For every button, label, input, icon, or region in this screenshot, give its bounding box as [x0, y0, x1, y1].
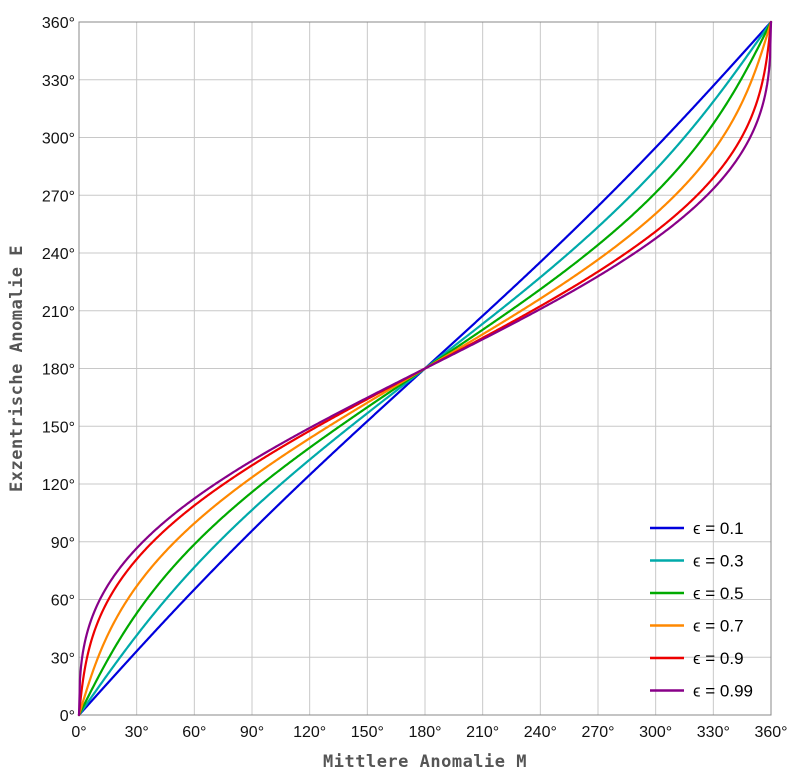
x-tick-label: 0°: [71, 724, 86, 741]
y-tick-label: 60°: [51, 593, 75, 610]
y-tick-label: 360°: [42, 15, 75, 32]
x-tick-label: 90°: [240, 724, 264, 741]
x-tick-label: 330°: [697, 724, 730, 741]
x-tick-label: 30°: [125, 724, 149, 741]
legend-label-3: ϵ = 0.7: [693, 617, 744, 636]
legend: ϵ = 0.1 ϵ = 0.3 ϵ = 0.5 ϵ = 0.7 ϵ = 0.9 ϵ = 0…: [650, 519, 753, 701]
x-tick-label: 300°: [639, 724, 672, 741]
x-tick-label: 210°: [466, 724, 499, 741]
y-tick-label: 210°: [42, 304, 75, 321]
legend-label-1: ϵ = 0.3: [693, 552, 744, 571]
y-tick-labels: 0° 30° 60° 90° 120° 150° 180° 210° 240° 270° 300° 3…: [42, 15, 75, 725]
series-line-5: [77, 20, 773, 717]
y-tick-label: 270°: [42, 188, 75, 205]
y-tick-label: 120°: [42, 477, 75, 494]
x-tick-label: 180°: [408, 724, 441, 741]
x-tick-label: 270°: [581, 724, 614, 741]
y-axis-label: Exzentrische Anomalie E: [7, 245, 27, 492]
plot-frame: [78, 21, 772, 716]
series-group: [77, 20, 773, 717]
y-tick-label: 90°: [51, 535, 75, 552]
x-tick-label: 240°: [524, 724, 557, 741]
x-tick-label: 360°: [754, 724, 787, 741]
legend-label-0: ϵ = 0.1: [693, 519, 744, 538]
x-tick-label: 150°: [351, 724, 384, 741]
y-tick-label: 30°: [51, 650, 75, 667]
y-tick-label: 150°: [42, 419, 75, 436]
x-axis-label: Mittlere Anomalie M: [323, 752, 527, 772]
x-tick-label: 120°: [293, 724, 326, 741]
y-tick-label: 240°: [42, 246, 75, 263]
y-tick-label: 180°: [42, 362, 75, 379]
y-tick-label: 300°: [42, 131, 75, 148]
legend-label-5: ϵ = 0.99: [693, 682, 753, 701]
legend-label-2: ϵ = 0.5: [693, 584, 744, 603]
x-tick-label: 60°: [182, 724, 206, 741]
y-tick-label: 0°: [60, 708, 75, 725]
legend-label-4: ϵ = 0.9: [693, 649, 744, 668]
y-tick-label: 330°: [42, 73, 75, 90]
x-tick-labels: 0° 30° 60° 90° 120° 150° 180° 210° 240° 270° 300° 3…: [71, 724, 787, 741]
